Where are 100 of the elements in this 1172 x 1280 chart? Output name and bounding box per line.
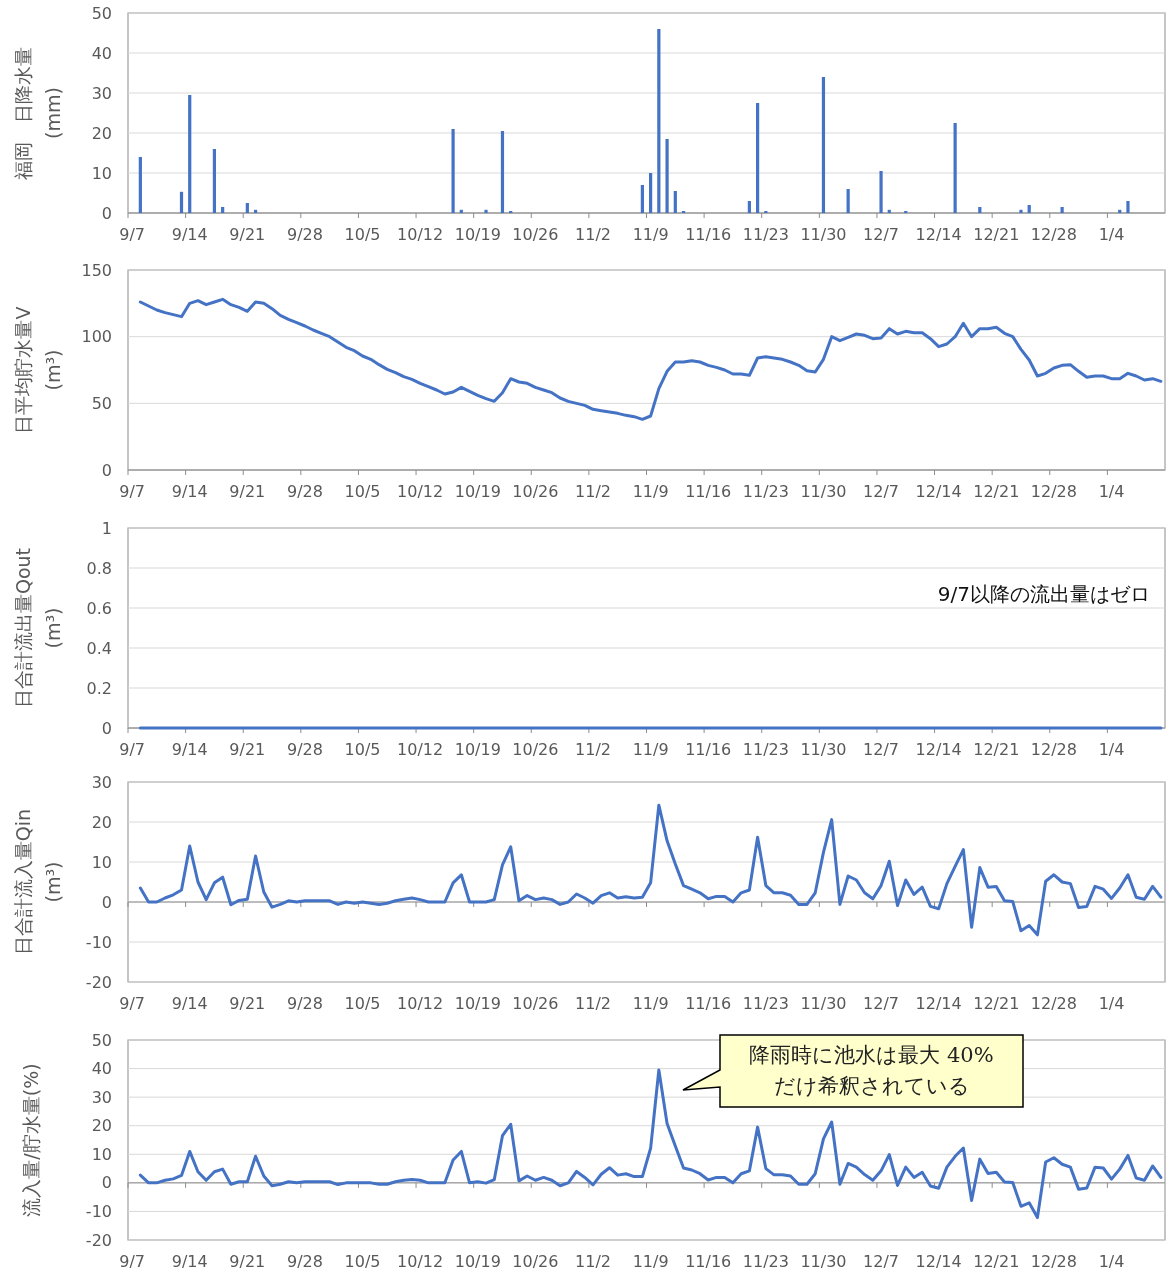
- x-tick-label: 12/7: [863, 225, 900, 244]
- x-tick-label: 9/14: [171, 740, 208, 759]
- x-tick-label: 11/2: [575, 225, 611, 244]
- x-tick-label: 10/12: [397, 1252, 444, 1271]
- x-tick-label: 12/14: [915, 994, 962, 1013]
- y-tick-label: 0: [101, 460, 112, 480]
- x-tick-label: 10/26: [512, 1252, 559, 1271]
- bar: [978, 207, 982, 213]
- x-tick-label: 10/26: [512, 740, 559, 759]
- bar: [1126, 201, 1130, 213]
- y-tick-label: 0.4: [86, 638, 112, 658]
- y-tick-label: -10: [85, 1202, 112, 1222]
- bar: [879, 171, 883, 213]
- x-tick-label: 12/28: [1030, 994, 1077, 1013]
- x-tick-label: 9/21: [229, 225, 266, 244]
- x-tick-label: 9/21: [229, 994, 266, 1013]
- x-tick-label: 12/21: [973, 740, 1020, 759]
- x-tick-label: 12/7: [863, 994, 900, 1013]
- y-tick-label: 40: [91, 1059, 112, 1079]
- x-tick-label: 10/26: [512, 225, 559, 244]
- y-tick-label: 0.8: [86, 558, 112, 578]
- y-tick-label: 30: [91, 772, 112, 792]
- x-tick-label: 10/19: [454, 994, 501, 1013]
- x-tick-label: 11/16: [685, 994, 732, 1013]
- x-tick-label: 1/4: [1098, 482, 1125, 501]
- x-tick-label: 9/7: [119, 994, 145, 1013]
- x-tick-label: 11/9: [632, 1252, 669, 1271]
- x-tick-label: 9/21: [229, 740, 266, 759]
- x-tick-label: 9/14: [171, 482, 208, 501]
- x-tick-label: 10/26: [512, 482, 559, 501]
- bar: [138, 157, 142, 213]
- x-tick-label: 11/16: [685, 1252, 732, 1271]
- bar: [1019, 209, 1023, 213]
- x-tick-label: 11/23: [742, 1252, 789, 1271]
- bar: [253, 209, 258, 213]
- x-tick-label: 9/28: [286, 1252, 323, 1271]
- x-tick-label: 9/7: [119, 225, 145, 244]
- y-tick-label: 0: [101, 203, 112, 223]
- x-tick-label: 9/7: [119, 482, 145, 501]
- y-tick-label: 20: [91, 812, 112, 832]
- y-axis-title: 日合計流入量Qin (m³): [12, 808, 64, 956]
- bar: [756, 103, 760, 213]
- y-tick-label: 50: [91, 1030, 112, 1050]
- bar: [821, 77, 826, 213]
- x-tick-label: 11/2: [575, 740, 611, 759]
- bar: [953, 123, 957, 213]
- x-tick-label: 12/28: [1030, 1252, 1077, 1271]
- y-tick-label: 40: [91, 43, 112, 63]
- x-tick-label: 1/4: [1098, 994, 1125, 1013]
- x-tick-label: 12/14: [915, 225, 962, 244]
- bar: [179, 191, 184, 213]
- line-series: [138, 803, 1163, 937]
- y-tick-label: 30: [91, 1087, 112, 1107]
- x-tick-label: 11/23: [742, 994, 789, 1013]
- x-tick-label: 1/4: [1098, 740, 1125, 759]
- line-series: [138, 1068, 1163, 1219]
- x-tick-label: 10/19: [454, 740, 501, 759]
- x-tick-label: 11/9: [632, 740, 669, 759]
- bar: [212, 149, 217, 213]
- x-tick-label: 12/21: [973, 482, 1020, 501]
- x-tick-label: 11/30: [800, 994, 847, 1013]
- x-tick-label: 11/23: [742, 225, 789, 244]
- bar: [887, 209, 891, 213]
- y-tick-label: 20: [91, 1116, 112, 1136]
- x-tick-label: 10/12: [397, 994, 444, 1013]
- x-tick-label: 12/21: [973, 994, 1020, 1013]
- y-tick-label: 0: [101, 718, 112, 738]
- x-tick-label: 12/14: [915, 740, 962, 759]
- bar: [1118, 209, 1122, 213]
- x-tick-label: 11/30: [800, 740, 847, 759]
- y-tick-label: 1: [101, 518, 112, 538]
- x-tick-label: 9/28: [286, 225, 323, 244]
- x-tick-label: 12/7: [863, 1252, 900, 1271]
- y-tick-label: -20: [85, 1230, 112, 1250]
- y-tick-label: 0: [101, 892, 112, 912]
- y-tick-label: 10: [91, 1144, 112, 1164]
- bar: [649, 173, 653, 213]
- x-tick-label: 11/2: [575, 994, 611, 1013]
- y-tick-label: -20: [85, 972, 112, 992]
- x-tick-label: 10/19: [454, 482, 501, 501]
- x-tick-label: 11/9: [632, 482, 669, 501]
- x-tick-label: 10/5: [344, 994, 381, 1013]
- annotation: 9/7以降の流出量はゼロ: [937, 582, 1150, 606]
- y-tick-label: 20: [91, 123, 112, 143]
- bar: [484, 209, 488, 213]
- bar: [640, 185, 644, 213]
- y-axis-title: 日平均貯水量V (m³): [12, 306, 64, 434]
- y-axis-title: 福岡 日降水量 (mm): [12, 46, 64, 180]
- x-tick-label: 9/28: [286, 994, 323, 1013]
- y-tick-label: 10: [91, 163, 112, 183]
- x-tick-label: 11/23: [742, 740, 789, 759]
- x-tick-label: 1/4: [1098, 225, 1125, 244]
- y-tick-label: 150: [81, 260, 112, 280]
- x-tick-label: 9/28: [286, 482, 323, 501]
- bar: [451, 129, 455, 213]
- x-tick-label: 11/30: [800, 1252, 847, 1271]
- x-tick-label: 9/14: [171, 1252, 208, 1271]
- bar: [245, 203, 249, 213]
- y-tick-label: 0.6: [86, 598, 112, 618]
- x-tick-label: 11/30: [800, 225, 847, 244]
